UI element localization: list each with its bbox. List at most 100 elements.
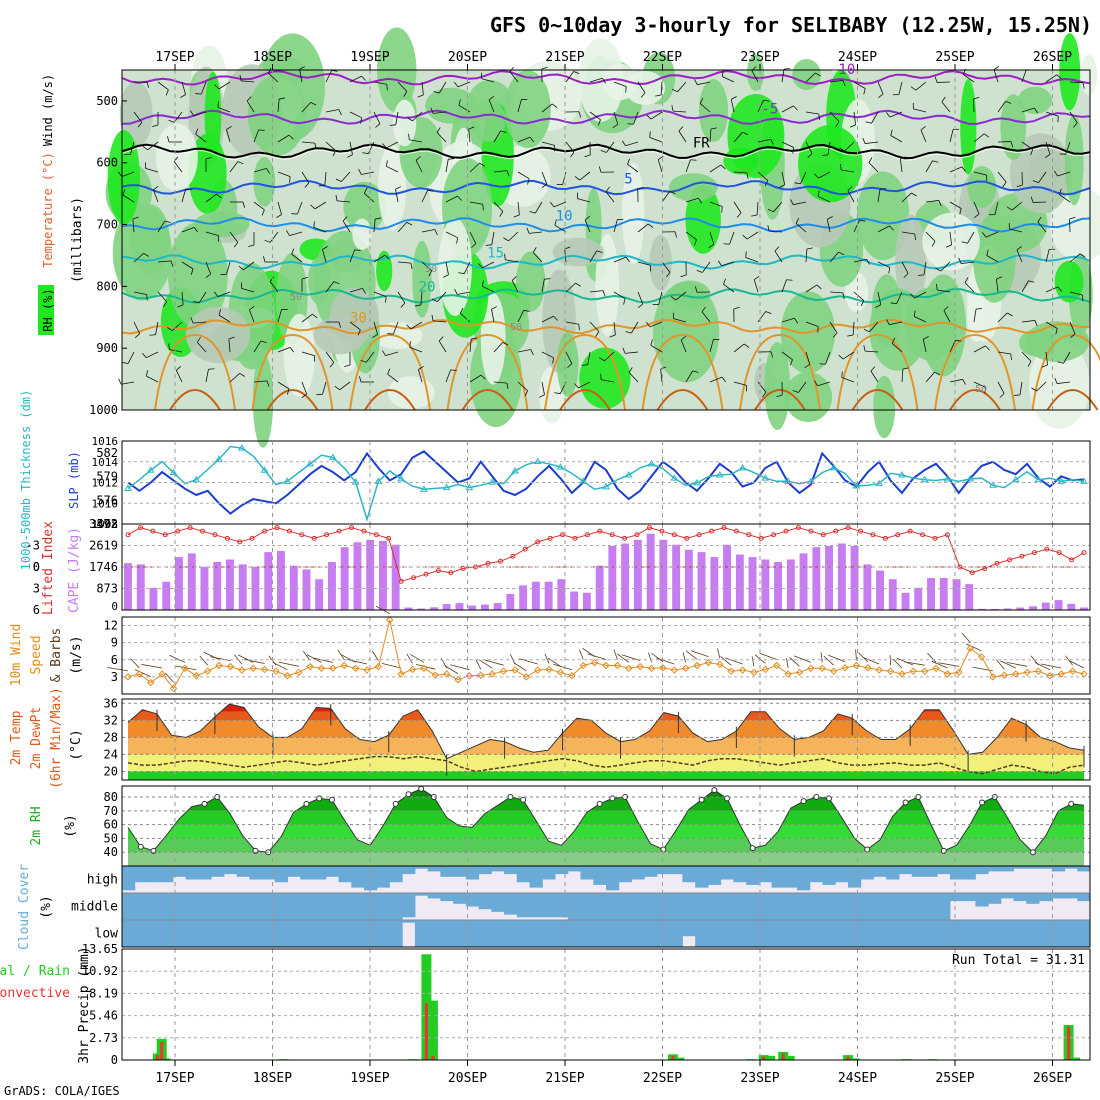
wind-speed-point	[1012, 670, 1020, 678]
precip-convective-bar	[781, 1053, 785, 1060]
wind-barb	[911, 192, 917, 197]
wind-barb	[577, 198, 591, 203]
wind-barb	[268, 73, 279, 83]
wind-barb	[993, 65, 1000, 70]
wind-barb	[804, 364, 811, 368]
wind-barb	[964, 277, 969, 283]
wind-barb	[213, 291, 219, 297]
wind-barb	[805, 284, 818, 293]
wind-barb	[153, 185, 159, 191]
wind-barb	[945, 244, 952, 248]
wind-barb	[493, 381, 507, 384]
wind-barb	[932, 160, 939, 163]
wind-barb	[578, 111, 582, 118]
lifted-index-point	[994, 560, 1000, 566]
wind-barb	[805, 141, 813, 154]
rh-blob	[516, 251, 546, 312]
wind-barb	[541, 66, 548, 70]
rh-blob	[425, 87, 477, 124]
wind-barb	[633, 111, 639, 125]
cloud-panel-frame	[121, 865, 1091, 948]
cape-bar	[684, 549, 693, 610]
wind-barb-10m	[510, 654, 516, 665]
cloud-bar	[695, 920, 709, 947]
cloud-bar	[822, 866, 836, 885]
wind-barb	[595, 331, 600, 337]
wind-barb	[172, 321, 183, 331]
wind-barb	[949, 166, 963, 173]
cloud-bar	[758, 920, 772, 947]
wind-barb	[445, 369, 452, 383]
wind-barb	[869, 321, 879, 333]
cloud-bar	[223, 920, 238, 947]
wind-barb	[1070, 333, 1076, 339]
cloud-bar	[618, 866, 632, 883]
wind-barb	[937, 289, 951, 293]
cloud-bar	[529, 920, 543, 947]
lifted-index-point	[882, 535, 888, 541]
thickness-line	[127, 445, 1085, 522]
wind-barb	[468, 126, 475, 130]
wind-barb	[196, 337, 201, 343]
wind-barb	[541, 351, 554, 359]
wind-tick-label: 12	[104, 619, 118, 633]
cloud-bar	[325, 893, 339, 920]
wind-barb	[200, 81, 207, 95]
precip-total-bar	[1070, 1057, 1081, 1060]
wind-barb	[685, 159, 691, 173]
wind-barb	[481, 280, 484, 287]
cloud-bar	[122, 920, 136, 947]
rh-blob	[252, 353, 274, 448]
wind-barb	[544, 278, 551, 280]
wind-barb	[604, 351, 615, 362]
cloud-bar	[504, 920, 518, 947]
wind-barb	[973, 171, 987, 176]
cloud-bar	[720, 893, 734, 920]
wind-barb-10m	[444, 665, 459, 675]
rh-point	[520, 796, 527, 803]
wind-barb	[436, 127, 441, 133]
cloud-bar	[682, 866, 696, 883]
precip-tick-label: 0	[111, 1053, 118, 1067]
wind-barb	[541, 141, 555, 146]
wind-barb-10m	[134, 669, 151, 677]
cloud-bar	[160, 920, 174, 947]
wind-barb	[1045, 141, 1051, 155]
wind-barb	[549, 201, 555, 208]
wind-barb	[239, 372, 245, 377]
wind-barb	[517, 136, 531, 143]
wind-barb-10m	[410, 654, 425, 663]
lifted-index-point	[324, 532, 330, 538]
wind-barb	[277, 381, 290, 390]
cloud-bar	[440, 866, 454, 877]
wind-barb	[853, 291, 865, 301]
cloud-bar	[835, 920, 849, 947]
wind-barb	[997, 171, 1007, 183]
wind-barb	[469, 339, 472, 353]
wind-tick-label: 9	[111, 636, 118, 650]
cloud-bar	[555, 866, 569, 875]
wind-speed-point	[966, 644, 974, 653]
wind-barb	[807, 153, 813, 158]
cloud-bar	[414, 866, 429, 869]
wind-barb	[1021, 351, 1032, 362]
wind-barb	[205, 193, 217, 203]
cape-bar	[213, 562, 222, 610]
wind-speed-point	[681, 664, 690, 673]
cape-bar	[200, 566, 209, 610]
wind-speed-point	[989, 673, 997, 681]
wind-barb	[733, 306, 740, 310]
precip-total-bar	[765, 1055, 776, 1060]
wind-barb	[891, 343, 903, 353]
lifted-index-point	[944, 532, 950, 538]
wind-speed-point	[795, 668, 804, 677]
wind-speed-point	[920, 667, 929, 675]
wind-barb	[765, 311, 772, 314]
wind-barb	[253, 201, 265, 211]
thickness-point	[943, 474, 952, 482]
cloud-bar	[911, 920, 925, 947]
wind-barb-10m	[961, 632, 971, 643]
wind-barb	[769, 230, 783, 233]
cloud-bar	[746, 920, 760, 947]
cloud-bar	[644, 920, 658, 947]
